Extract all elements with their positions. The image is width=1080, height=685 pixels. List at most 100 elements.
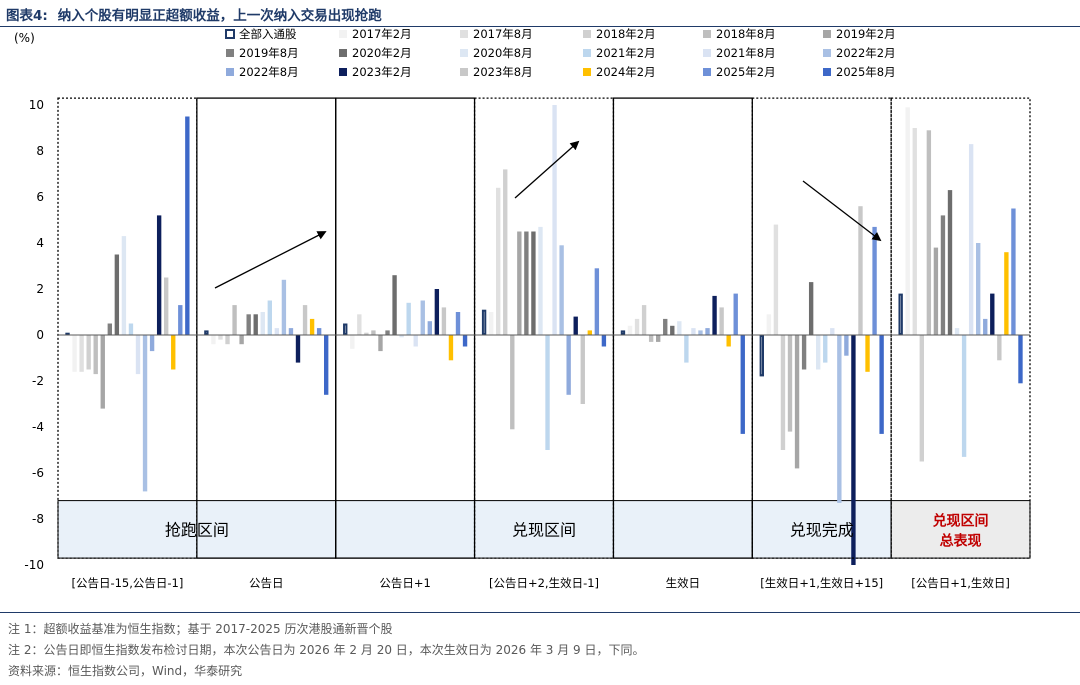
bar bbox=[253, 314, 258, 335]
bar bbox=[114, 254, 120, 335]
bar bbox=[712, 295, 717, 335]
footer-rule bbox=[0, 612, 1080, 613]
bar bbox=[142, 335, 148, 492]
y-tick-label: 0 bbox=[36, 328, 44, 342]
bar bbox=[524, 231, 529, 335]
bar bbox=[211, 335, 216, 345]
legend-swatch bbox=[703, 68, 711, 76]
bar bbox=[406, 302, 411, 335]
bar bbox=[837, 335, 842, 503]
group-frame bbox=[751, 97, 892, 559]
y-tick-label: -8 bbox=[32, 512, 44, 526]
bar bbox=[488, 312, 494, 335]
chart-title-text: 纳入个股有明显正超额收益，上一次纳入交易出现抢跑 bbox=[57, 8, 382, 24]
legend-label: 2019年8月 bbox=[239, 46, 299, 60]
legend-label: 2024年2月 bbox=[596, 65, 656, 79]
bar bbox=[218, 335, 223, 340]
legend-label: 2017年8月 bbox=[473, 27, 533, 41]
bar bbox=[371, 330, 376, 335]
bar bbox=[316, 328, 322, 335]
bar bbox=[496, 187, 501, 335]
bar bbox=[808, 282, 814, 335]
bar bbox=[912, 128, 917, 335]
bar bbox=[968, 144, 974, 335]
bar bbox=[481, 309, 487, 336]
bar bbox=[851, 335, 856, 565]
bar bbox=[919, 335, 924, 462]
chart-title-prefix: 图表4: bbox=[6, 8, 48, 24]
bar bbox=[343, 323, 348, 335]
bar bbox=[740, 335, 745, 434]
bar bbox=[587, 330, 592, 335]
bar bbox=[350, 335, 355, 349]
bar bbox=[399, 335, 404, 338]
bar bbox=[879, 335, 884, 434]
y-tick-label: 6 bbox=[36, 190, 44, 204]
y-tick-label: 10 bbox=[29, 98, 44, 112]
y-tick-label: 8 bbox=[36, 144, 44, 158]
bar bbox=[462, 335, 468, 347]
bar bbox=[601, 335, 607, 347]
bar bbox=[503, 169, 508, 335]
legend-label: 2017年2月 bbox=[352, 27, 412, 41]
bar bbox=[997, 335, 1002, 361]
legend-swatch bbox=[339, 30, 347, 38]
bar bbox=[538, 226, 543, 335]
legend-swatch bbox=[823, 49, 831, 57]
bar bbox=[954, 328, 960, 335]
bar bbox=[961, 335, 967, 457]
bar bbox=[627, 325, 633, 335]
legend-swatch bbox=[225, 29, 235, 39]
legend-swatch bbox=[460, 30, 468, 38]
bar bbox=[573, 316, 578, 335]
bar bbox=[794, 335, 800, 469]
annotation-label: 抢跑区间 bbox=[165, 520, 229, 539]
bar bbox=[171, 335, 176, 370]
bar bbox=[830, 328, 835, 335]
bar bbox=[705, 328, 710, 335]
bar bbox=[86, 335, 91, 370]
bar bbox=[648, 335, 654, 342]
chart-title-bar: 图表4: 纳入个股有明显正超额收益，上一次纳入交易出现抢跑 bbox=[0, 0, 1080, 27]
legend-label: 2022年2月 bbox=[836, 46, 896, 60]
annotation-box bbox=[335, 500, 753, 559]
bar bbox=[427, 321, 432, 335]
bar bbox=[787, 335, 793, 432]
bar bbox=[204, 330, 209, 335]
annotation-box bbox=[890, 500, 1031, 559]
bar bbox=[185, 116, 190, 335]
bar bbox=[121, 236, 127, 335]
bar-chart: (%) 全部入通股 2017年2月 2017年8月 2018年2月 2018年8月 2019… bbox=[14, 27, 1031, 590]
bar bbox=[455, 312, 461, 335]
bar bbox=[844, 335, 849, 356]
bar bbox=[566, 335, 571, 395]
y-tick-label: -4 bbox=[32, 420, 44, 434]
bar bbox=[594, 268, 600, 335]
legend-label: 2022年8月 bbox=[239, 65, 299, 79]
bar bbox=[274, 328, 280, 335]
note-2: 注 2：公告日即恒生指数发布检讨日期，本次公告日为 2026 年 2 月 20 … bbox=[8, 643, 645, 657]
trend-arrow bbox=[802, 180, 882, 242]
bar bbox=[766, 314, 772, 335]
bar bbox=[620, 330, 626, 335]
bar bbox=[413, 335, 418, 347]
bar bbox=[872, 226, 877, 335]
bar bbox=[933, 247, 939, 335]
bar bbox=[773, 224, 779, 335]
bar bbox=[865, 335, 870, 372]
bar bbox=[677, 321, 682, 335]
bar bbox=[378, 335, 383, 352]
bar bbox=[816, 335, 821, 370]
bar bbox=[309, 318, 315, 335]
bar bbox=[420, 300, 425, 335]
bar bbox=[823, 335, 828, 363]
annotation-label: 兑现区间 bbox=[933, 512, 989, 529]
legend-label: 2025年2月 bbox=[716, 65, 776, 79]
bar bbox=[663, 318, 668, 335]
bar bbox=[232, 305, 237, 335]
bar bbox=[324, 335, 329, 395]
legend-label: 全部入通股 bbox=[239, 27, 297, 41]
bar bbox=[295, 335, 301, 363]
legend-label: 2019年2月 bbox=[836, 27, 896, 41]
bar bbox=[698, 330, 703, 335]
